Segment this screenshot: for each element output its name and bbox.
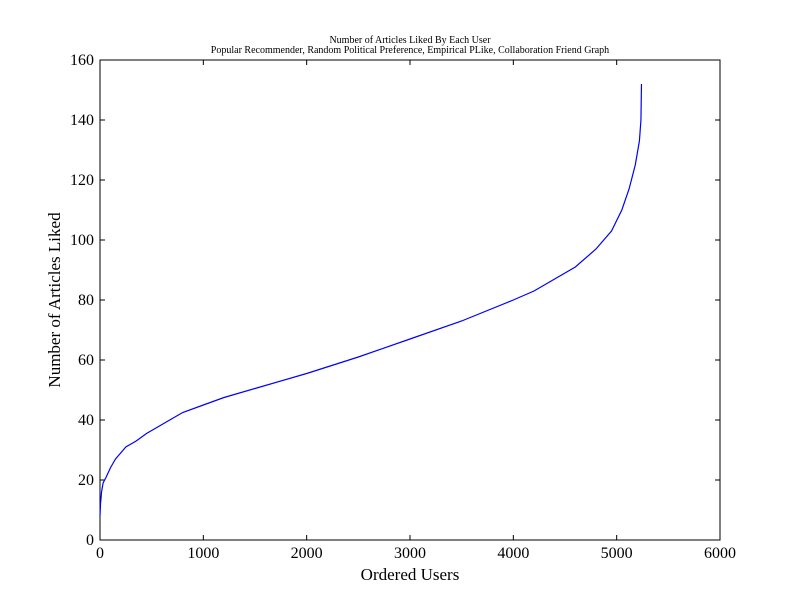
x-tick-label: 6000 [704, 545, 736, 562]
x-axis-label: Ordered Users [361, 565, 460, 584]
plot-frame [99, 59, 721, 541]
y-tick-label: 120 [70, 172, 94, 189]
y-tick-label: 140 [70, 112, 94, 129]
y-tick-label: 100 [70, 232, 94, 249]
x-tick-label: 4000 [497, 545, 529, 562]
y-axis: 0 20 40 60 80 100 120 140 160 [70, 52, 720, 549]
y-tick-label: 20 [78, 472, 94, 489]
y-tick-label: 160 [70, 52, 94, 69]
y-tick-label: 40 [78, 412, 94, 429]
y-axis-label: Number of Articles Liked [45, 212, 64, 388]
x-tick-label: 2000 [291, 545, 323, 562]
y-tick-label: 60 [78, 352, 94, 369]
y-tick-label: 80 [78, 292, 94, 309]
y-tick-label: 0 [86, 532, 94, 549]
x-tick-label: 5000 [601, 545, 633, 562]
series-line-users [99, 83, 643, 517]
chart-title: Number of Articles Liked By Each User [329, 35, 491, 46]
x-tick-label: 0 [96, 545, 104, 562]
x-tick-label: 3000 [394, 545, 426, 562]
x-axis: 0 1000 2000 3000 4000 5000 6000 [96, 60, 736, 562]
chart-subtitle: Popular Recommender, Random Political Pr… [211, 45, 609, 56]
x-tick-label: 1000 [187, 545, 219, 562]
